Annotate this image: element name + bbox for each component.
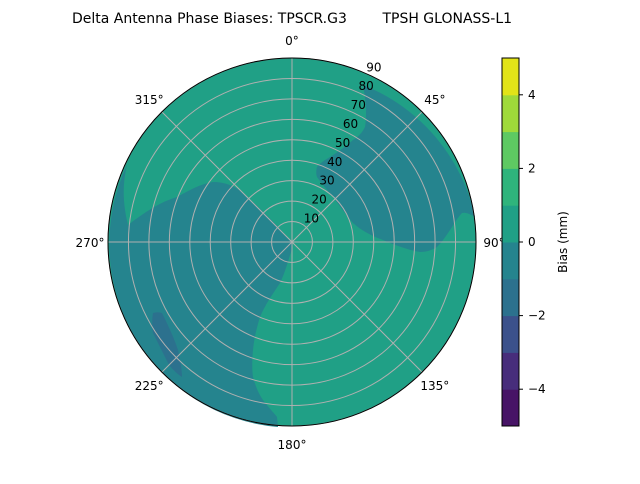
colorbar-level-band: [502, 389, 519, 427]
colorbar-level-band: [502, 352, 519, 390]
contour-region-minus2-to-minus1: [152, 312, 182, 377]
angular-tick-labels: 0° 45° 90° 135° 180° 225° 270° 315°: [76, 34, 505, 452]
colorbar-level-band: [502, 58, 519, 96]
polar-plot-area: 0° 45° 90° 135° 180° 225° 270° 315° 10 20 30 40 50 6…: [76, 34, 505, 452]
contour-region-northeast-minus1-to-0: [316, 85, 475, 252]
colorbar-tick-label: 2: [528, 161, 536, 175]
angular-grid-spoke: [291, 111, 423, 243]
radial-tick-label: 50: [335, 136, 350, 150]
radial-tick-label: 60: [343, 117, 358, 131]
colorbar-tick-label: 0: [528, 235, 536, 249]
radial-tick-labels: 10 20 30 40 50 60 70 80 90: [304, 60, 382, 225]
angular-tick-label: 135°: [420, 379, 449, 393]
angular-grid-spoke: [161, 111, 293, 243]
contour-region-west-minus1-to-0: [109, 165, 293, 427]
colorbar-tick-label: 4: [528, 88, 536, 102]
radial-tick-label: 90: [366, 60, 381, 74]
radial-tick-label: 30: [319, 174, 334, 188]
colorbar-level-band: [502, 94, 519, 133]
angular-tick-label: 0°: [285, 34, 299, 48]
radial-tick-label: 70: [351, 98, 366, 112]
angular-grid-spoke: [161, 241, 293, 373]
colorbar-label: Bias (mm): [556, 211, 570, 273]
angular-tick-label: 270°: [76, 236, 105, 250]
colorbar-level-band: [502, 205, 519, 243]
radial-tick-label: 40: [327, 155, 342, 169]
radial-tick-label: 10: [304, 211, 319, 225]
angular-tick-label: 315°: [135, 93, 164, 107]
polar-frame: [107, 57, 477, 427]
colorbar-level-band: [502, 242, 519, 280]
colorbar-level-band: [502, 168, 519, 206]
colorbar-level-band: [502, 315, 519, 353]
colorbar: −4 −2 0 2 4 Bias (mm): [501, 57, 570, 427]
angular-tick-label: 180°: [278, 438, 307, 452]
angular-tick-label: 45°: [424, 93, 445, 107]
chart-title: Delta Antenna Phase Biases: TPSCR.G3 TPS…: [72, 11, 512, 27]
colorbar-level-band: [502, 131, 519, 169]
colorbar-level-band: [502, 278, 519, 317]
radial-tick-label: 80: [358, 79, 373, 93]
angular-tick-label: 90°: [483, 236, 504, 250]
angular-tick-label: 225°: [135, 379, 164, 393]
colorbar-tick-label: −4: [528, 382, 546, 396]
radial-tick-label: 20: [312, 193, 327, 207]
angular-grid-spoke: [291, 241, 423, 373]
polar-grid: [107, 57, 477, 427]
colorbar-tick-label: −2: [528, 309, 546, 323]
